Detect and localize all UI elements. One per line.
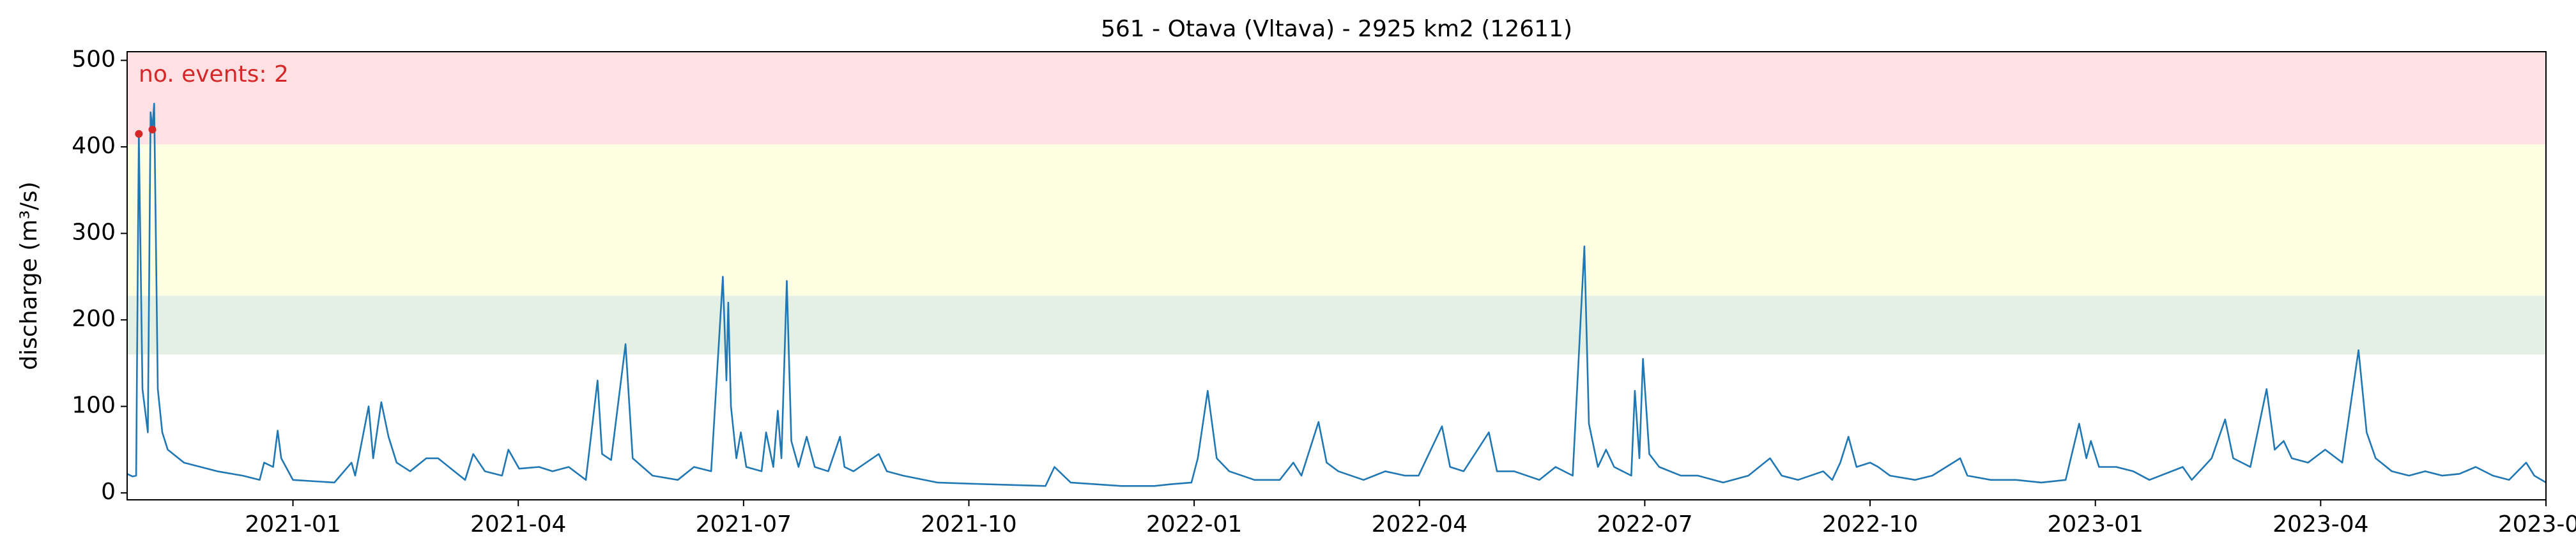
threshold-band (127, 296, 2546, 355)
x-tick-label: 2023-01 (2047, 511, 2143, 537)
y-tick-label: 400 (72, 133, 116, 159)
threshold-band (127, 144, 2546, 296)
x-tick-label: 2022-10 (1822, 511, 1918, 537)
x-tick-label: 2022-07 (1597, 511, 1692, 537)
y-tick-label: 200 (72, 306, 116, 332)
x-tick-label: 2023-04 (2273, 511, 2368, 537)
x-tick-label: 2021-10 (921, 511, 1016, 537)
axes-frame (126, 51, 2547, 500)
threshold-band (127, 52, 2546, 145)
y-tick-label: 500 (72, 47, 116, 73)
chart-title: 561 - Otava (Vltava) - 2925 km2 (12611) (1101, 16, 1572, 42)
x-tick-label: 2021-01 (245, 511, 341, 537)
x-tick-label: 2021-07 (696, 511, 792, 537)
y-tick-label: 300 (72, 220, 116, 246)
y-tick-label: 100 (72, 393, 116, 419)
x-tick-label: 2021-04 (470, 511, 566, 537)
event-marker (135, 130, 143, 138)
y-axis-label: discharge (m³/s) (16, 181, 42, 370)
event-marker (148, 125, 157, 133)
event-count: no. events: 2 (139, 61, 289, 87)
y-tick-label: 0 (101, 479, 116, 505)
x-tick-label: 2022-04 (1372, 511, 1468, 537)
x-tick-label: 2022-01 (1146, 511, 1242, 537)
plot-area (127, 52, 2546, 487)
discharge-line (127, 103, 2546, 487)
x-tick-label: 2023-07 (2498, 511, 2576, 537)
